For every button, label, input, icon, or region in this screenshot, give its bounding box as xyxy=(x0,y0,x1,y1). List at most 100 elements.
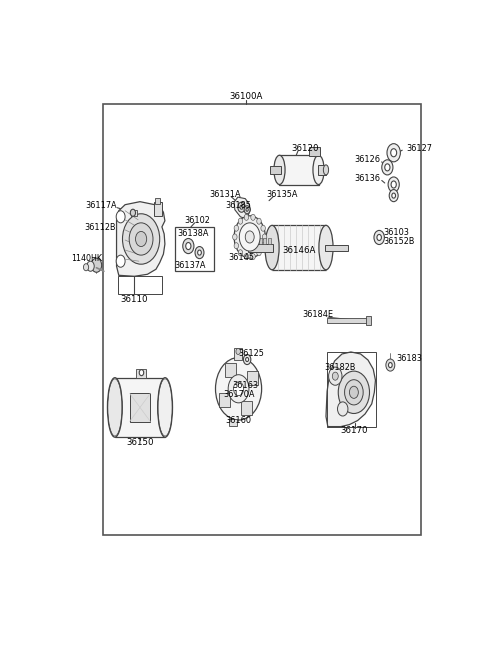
Text: 36182B: 36182B xyxy=(324,363,356,371)
Bar xyxy=(103,103,421,535)
Text: 36137A: 36137A xyxy=(175,261,206,270)
Circle shape xyxy=(244,253,249,259)
Circle shape xyxy=(233,234,237,240)
Circle shape xyxy=(240,205,243,209)
Bar xyxy=(247,371,258,385)
Bar xyxy=(175,227,215,271)
Circle shape xyxy=(385,164,390,171)
Bar xyxy=(318,165,326,175)
Circle shape xyxy=(233,382,244,396)
Text: 36112B: 36112B xyxy=(84,223,116,233)
Circle shape xyxy=(245,231,254,243)
Text: 36117A: 36117A xyxy=(85,201,117,210)
Bar xyxy=(267,238,271,244)
Circle shape xyxy=(139,369,144,376)
Circle shape xyxy=(246,358,249,362)
Circle shape xyxy=(238,218,243,224)
Bar xyxy=(234,348,242,360)
Bar xyxy=(248,244,273,252)
Circle shape xyxy=(198,250,202,255)
Text: 36146A: 36146A xyxy=(283,246,316,255)
Bar xyxy=(219,392,230,407)
Bar xyxy=(229,419,237,426)
Circle shape xyxy=(337,402,348,416)
Circle shape xyxy=(236,348,240,354)
Bar xyxy=(263,238,266,244)
Text: 36136: 36136 xyxy=(355,174,381,183)
Circle shape xyxy=(87,261,94,271)
Circle shape xyxy=(332,372,338,380)
Bar xyxy=(270,166,281,174)
Text: 36160: 36160 xyxy=(226,416,252,425)
Circle shape xyxy=(228,375,249,403)
Circle shape xyxy=(392,193,396,198)
Polygon shape xyxy=(326,352,375,426)
Bar xyxy=(272,225,326,270)
Polygon shape xyxy=(234,197,251,218)
Circle shape xyxy=(338,371,370,413)
Ellipse shape xyxy=(319,225,333,270)
Text: 36126: 36126 xyxy=(355,155,381,164)
Text: 36110: 36110 xyxy=(120,295,148,304)
Circle shape xyxy=(234,215,265,258)
Text: 36103: 36103 xyxy=(384,228,409,237)
Circle shape xyxy=(391,149,396,157)
Circle shape xyxy=(122,214,160,264)
Circle shape xyxy=(261,225,265,231)
Circle shape xyxy=(261,243,265,249)
Circle shape xyxy=(186,242,191,250)
Circle shape xyxy=(388,363,392,367)
Bar xyxy=(250,238,252,244)
Circle shape xyxy=(91,258,102,272)
Bar xyxy=(259,238,262,244)
Circle shape xyxy=(263,234,267,240)
Circle shape xyxy=(389,189,398,202)
Bar xyxy=(115,378,165,437)
Bar xyxy=(154,202,162,215)
Ellipse shape xyxy=(313,155,324,185)
Ellipse shape xyxy=(108,378,122,437)
Circle shape xyxy=(234,225,239,231)
Bar xyxy=(225,363,236,377)
Circle shape xyxy=(130,209,135,216)
Circle shape xyxy=(257,218,261,224)
Bar xyxy=(155,198,160,204)
Circle shape xyxy=(391,181,396,188)
Text: 36100A: 36100A xyxy=(229,92,263,101)
Circle shape xyxy=(84,264,89,271)
Circle shape xyxy=(129,223,153,255)
Circle shape xyxy=(116,255,125,267)
Text: 36145: 36145 xyxy=(228,253,254,261)
Circle shape xyxy=(387,143,400,162)
Circle shape xyxy=(116,211,125,223)
Circle shape xyxy=(257,250,261,255)
Text: 36138A: 36138A xyxy=(178,229,209,238)
Text: 36150: 36150 xyxy=(126,438,154,447)
Text: 36102: 36102 xyxy=(185,216,211,225)
Bar xyxy=(254,238,257,244)
Circle shape xyxy=(382,160,393,175)
Text: 36131A: 36131A xyxy=(209,190,241,199)
Circle shape xyxy=(251,214,255,220)
Text: 36170: 36170 xyxy=(341,426,368,435)
Text: 36125: 36125 xyxy=(239,349,264,358)
Circle shape xyxy=(238,250,243,255)
Circle shape xyxy=(244,214,249,220)
Bar xyxy=(366,316,371,325)
Circle shape xyxy=(183,238,194,253)
Circle shape xyxy=(386,359,395,371)
Text: 36152B: 36152B xyxy=(384,237,415,246)
Circle shape xyxy=(374,231,384,244)
Text: 36163: 36163 xyxy=(232,381,258,390)
Circle shape xyxy=(238,202,245,212)
Text: 36135A: 36135A xyxy=(267,190,298,199)
Circle shape xyxy=(195,246,204,259)
Circle shape xyxy=(234,243,239,249)
Circle shape xyxy=(216,358,262,420)
Circle shape xyxy=(388,177,399,192)
Circle shape xyxy=(329,367,342,385)
Bar xyxy=(327,318,367,323)
Text: 36183: 36183 xyxy=(396,354,422,363)
Circle shape xyxy=(244,206,250,214)
Circle shape xyxy=(246,208,248,212)
